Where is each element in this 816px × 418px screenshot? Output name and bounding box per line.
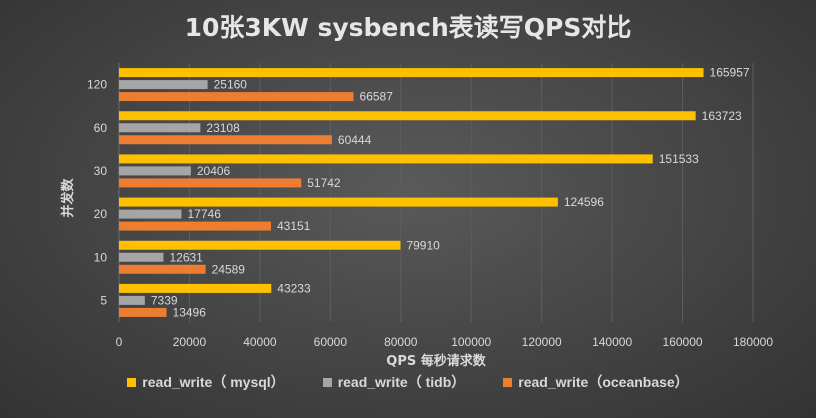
x-tick-label: 180000 xyxy=(733,335,773,349)
x-tick-label: 20000 xyxy=(173,335,207,349)
bar-2-10 xyxy=(119,264,206,274)
data-label: 51742 xyxy=(307,176,341,190)
x-tick-label: 0 xyxy=(116,335,123,349)
bar-1-10 xyxy=(119,252,164,262)
data-label: 60444 xyxy=(338,133,372,147)
chart-title: 10张3KW sysbench表读写QPS对比 xyxy=(184,13,632,42)
data-label: 79910 xyxy=(406,238,440,252)
y-tick-label: 20 xyxy=(94,207,108,221)
data-label: 25160 xyxy=(214,78,248,92)
x-tick-label: 120000 xyxy=(522,335,562,349)
y-axis-title: 并发数 xyxy=(60,178,76,218)
data-label: 7339 xyxy=(151,293,178,307)
bar-0-120 xyxy=(119,68,704,78)
data-label: 66587 xyxy=(360,90,394,104)
data-label: 165957 xyxy=(710,66,750,80)
x-axis-title: QPS 每秒请求数 xyxy=(386,353,486,369)
bar-2-30 xyxy=(119,178,302,188)
y-tick-label: 5 xyxy=(100,293,107,307)
x-tick-label: 140000 xyxy=(592,335,632,349)
bar-0-10 xyxy=(119,240,401,250)
y-tick-label: 10 xyxy=(94,250,108,264)
data-label: 163723 xyxy=(702,109,742,123)
data-label: 124596 xyxy=(564,195,604,209)
legend: read_write（ mysql） read_write（ tidb） rea… xyxy=(0,372,816,392)
gridlines xyxy=(118,63,754,322)
bar-1-60 xyxy=(119,123,201,133)
data-label: 20406 xyxy=(197,164,231,178)
x-tick-label: 160000 xyxy=(663,335,703,349)
bar-2-20 xyxy=(119,221,271,231)
bar-0-5 xyxy=(119,283,272,293)
y-axis-ticks: 5 10 20 30 60 120 xyxy=(87,78,107,308)
bar-0-20 xyxy=(119,197,558,207)
bar-0-30 xyxy=(119,154,653,164)
bar-0-60 xyxy=(119,111,696,121)
bar-2-5 xyxy=(119,307,167,317)
legend-label-tidb: read_write（ tidb） xyxy=(337,374,466,390)
y-tick-label: 30 xyxy=(94,164,108,178)
data-label: 23108 xyxy=(206,121,240,135)
legend-swatch-tidb xyxy=(322,377,332,387)
bar-1-120 xyxy=(119,80,208,90)
bar-1-5 xyxy=(119,295,145,305)
data-label: 13496 xyxy=(173,305,207,319)
data-label: 151533 xyxy=(659,152,699,166)
data-label: 24589 xyxy=(212,262,246,276)
bars xyxy=(119,68,704,317)
bar-1-20 xyxy=(119,209,182,219)
legend-swatch-mysql xyxy=(127,377,137,387)
legend-label-mysql: read_write（ mysql） xyxy=(142,374,285,390)
legend-swatch-oceanbase xyxy=(503,377,513,387)
x-axis-ticks: 0 20000 40000 60000 80000 100000 120000 140000 1… xyxy=(116,335,774,349)
data-label: 17746 xyxy=(188,207,222,221)
bar-2-60 xyxy=(119,135,332,145)
legend-item-tidb: read_write（ tidb） xyxy=(322,372,466,392)
data-label: 43233 xyxy=(277,281,311,295)
y-tick-label: 60 xyxy=(94,121,108,135)
bar-1-30 xyxy=(119,166,191,176)
data-label: 43151 xyxy=(277,219,311,233)
data-label: 12631 xyxy=(169,250,203,264)
x-tick-label: 80000 xyxy=(384,335,418,349)
x-tick-label: 60000 xyxy=(314,335,348,349)
bar-2-120 xyxy=(119,92,354,102)
legend-label-oceanbase: read_write（oceanbase） xyxy=(518,374,689,390)
legend-item-oceanbase: read_write（oceanbase） xyxy=(503,372,689,392)
y-tick-label: 120 xyxy=(87,78,107,92)
x-tick-label: 40000 xyxy=(243,335,277,349)
legend-item-mysql: read_write（ mysql） xyxy=(127,372,285,392)
x-tick-label: 100000 xyxy=(451,335,491,349)
